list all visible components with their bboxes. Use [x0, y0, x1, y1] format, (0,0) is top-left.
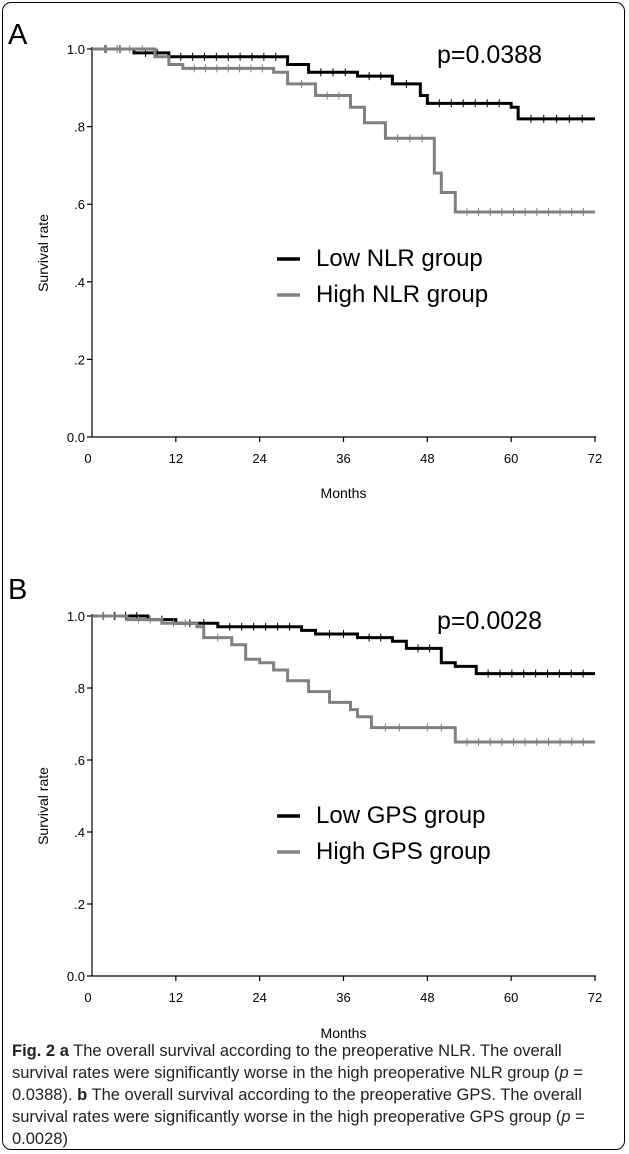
panel-a-x-tick-label: 0: [84, 451, 91, 466]
panel-b-y-tick-label: 1.0: [67, 609, 85, 624]
panel-a-legend-label-low: Low NLR group: [316, 245, 483, 272]
caption-p-symbol-a: p: [559, 1064, 569, 1082]
survival-charts: A 0 12 24 36 48 60 72 0.0 .2 .4 .6 .8 1.0 Months Surviv…: [8, 19, 602, 1040]
panel-a-y-tick-label: .2: [74, 352, 85, 367]
panel-b-series-high-line: [92, 614, 595, 744]
panel-b-x-tick-label: 36: [336, 990, 350, 1005]
caption-part-b-text: The overall survival according to the pr…: [12, 1086, 582, 1126]
panel-a-y-tick-label: .6: [74, 197, 85, 212]
panel-a-y-axis-label: Survival rate: [35, 214, 51, 292]
caption-part-a-value: = 0.0388).: [12, 1064, 583, 1104]
panel-b-x-tick-label: 0: [84, 990, 91, 1005]
panel-a-label: A: [8, 19, 28, 51]
panel-b-p-value: p=0.0028: [437, 607, 542, 635]
panel-b-label: B: [8, 574, 27, 606]
panel-b-legend-label-low: Low GPS group: [316, 802, 485, 829]
panel-b-x-tick-label: 48: [420, 990, 434, 1005]
panel-a-x-tick-label: 24: [252, 451, 266, 466]
panel-a-x-tick-label: 36: [336, 451, 350, 466]
caption-part-b-label: b: [77, 1086, 88, 1104]
panel-a-x-axis-label: Months: [321, 485, 367, 501]
panel-a-y-tick-label: 1.0: [67, 42, 85, 57]
panel-b-x-tick-label: 24: [252, 990, 266, 1005]
panel-b-y-tick-label: 0.0: [67, 969, 85, 984]
panel-a-x-tick-label: 12: [169, 451, 183, 466]
panel-b-y-tick-label: .8: [74, 681, 85, 696]
figure-caption: Fig. 2 a The overall survival according …: [12, 1040, 612, 1150]
panel-b-x-tick-label: 60: [504, 990, 518, 1005]
caption-fig-label: Fig. 2: [12, 1042, 56, 1060]
panel-b-y-tick-label: .2: [74, 897, 85, 912]
panel-a-x-tick-label: 60: [504, 451, 518, 466]
caption-part-a-label: a: [59, 1042, 69, 1060]
panel-a-legend-label-high: High NLR group: [316, 281, 488, 308]
caption-p-symbol-b: p: [561, 1108, 571, 1126]
panel-b-legend-label-high: High GPS group: [316, 838, 491, 865]
panel-a-y-tick-label: .4: [74, 275, 85, 290]
panel-b-x-axis-label: Months: [321, 1025, 367, 1040]
panel-b-y-axis-label: Survival rate: [35, 767, 51, 845]
caption-part-b-value: = 0.0028): [12, 1108, 585, 1148]
panel-a-series-low-line: [92, 47, 595, 121]
caption-part-a-text: The overall survival according to the pr…: [12, 1042, 562, 1082]
panel-a-p-value: p=0.0388: [437, 41, 542, 69]
panel-b-y-tick-label: .4: [74, 825, 85, 840]
panel-a-series-high-line: [92, 47, 595, 214]
panel-a-x-tick-label: 72: [588, 451, 602, 466]
panel-b-x-tick-label: 72: [588, 990, 602, 1005]
panel-b-y-tick-label: .6: [74, 753, 85, 768]
panel-a-y-tick-label: .8: [74, 120, 85, 135]
panel-a-y-tick-label: 0.0: [67, 430, 85, 445]
panel-b-x-tick-label: 12: [169, 990, 183, 1005]
panel-a-x-tick-label: 48: [420, 451, 434, 466]
